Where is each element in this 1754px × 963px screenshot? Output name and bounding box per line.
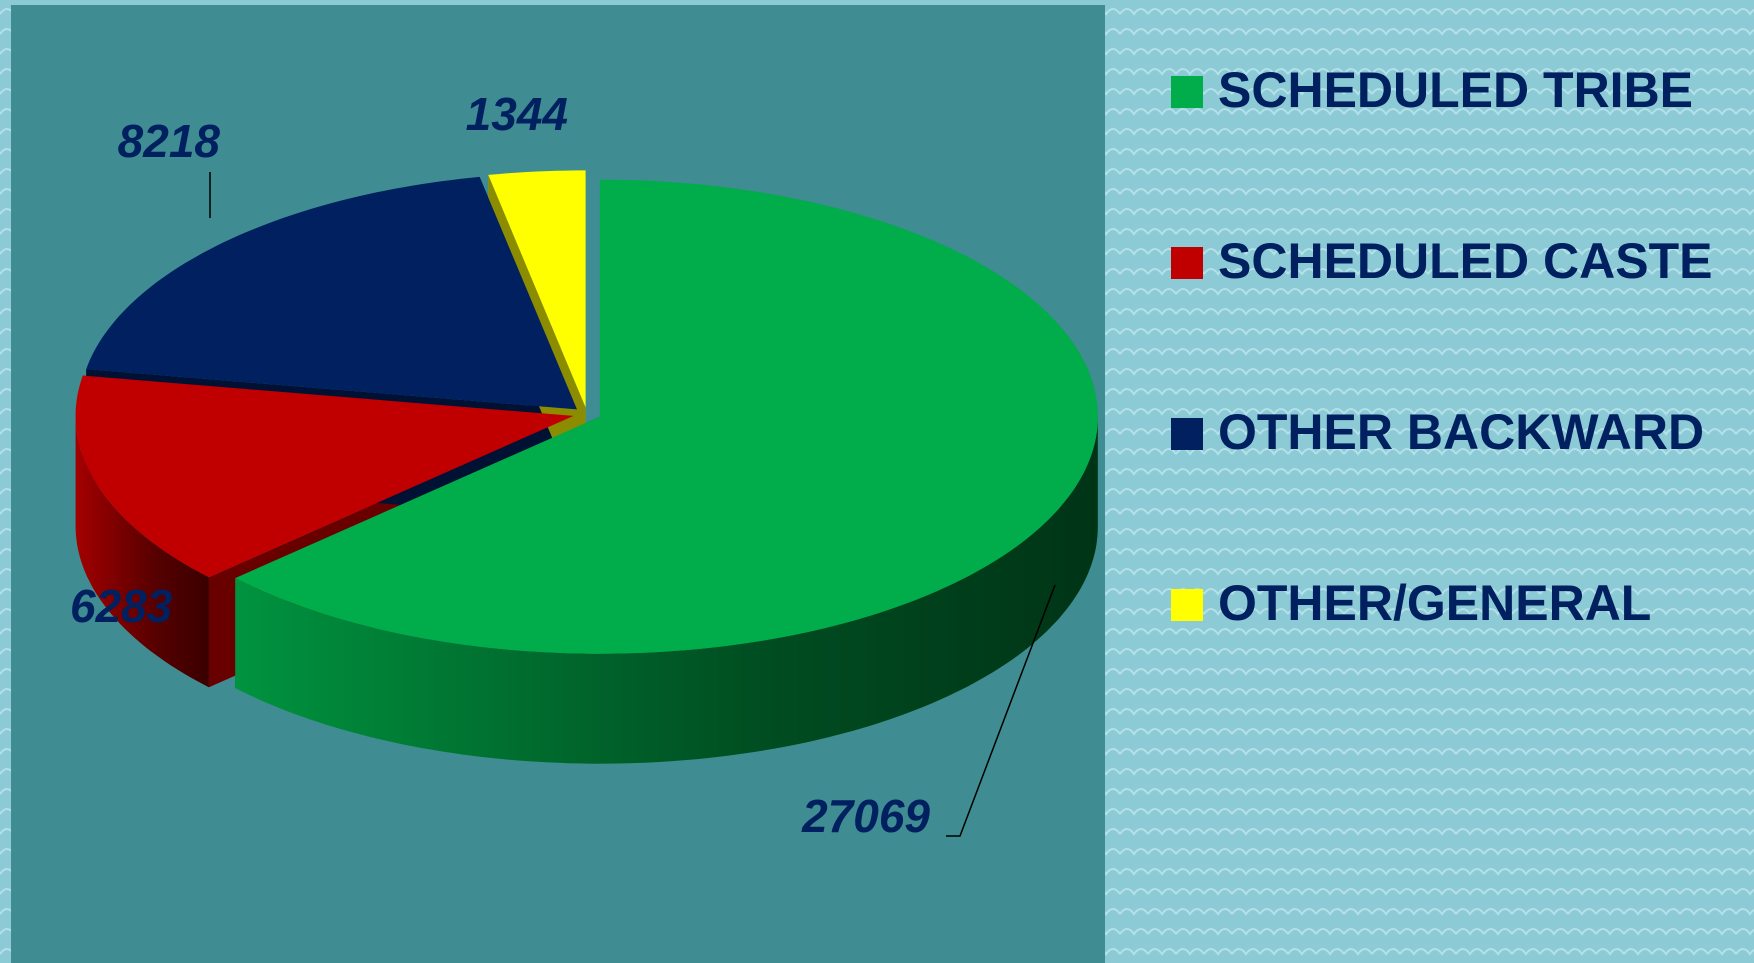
legend-swatch [1171,589,1203,621]
legend-label: SCHEDULED CASTE [1218,233,1712,289]
slice-wall-shade [75,415,209,688]
legend-swatch [1171,76,1203,108]
data-label: 6283 [70,580,173,632]
leader-line [946,584,1056,837]
data-label: 1344 [466,88,568,140]
data-label: 8218 [118,115,221,167]
pie-slice [75,375,574,578]
legend-swatch [1171,418,1203,450]
pie-slice [488,170,586,408]
data-label: 27069 [801,790,930,842]
legend-swatch [1171,247,1203,279]
legend-label: OTHER/GENERAL [1218,575,1651,631]
pie-slice [86,176,577,410]
legend-label: OTHER BACKWARD [1218,404,1704,460]
pie-tops [75,170,1098,654]
legend-label: SCHEDULED TRIBE [1218,62,1693,118]
slice-wall-shade [235,416,1098,764]
pie-slice [235,179,1098,654]
